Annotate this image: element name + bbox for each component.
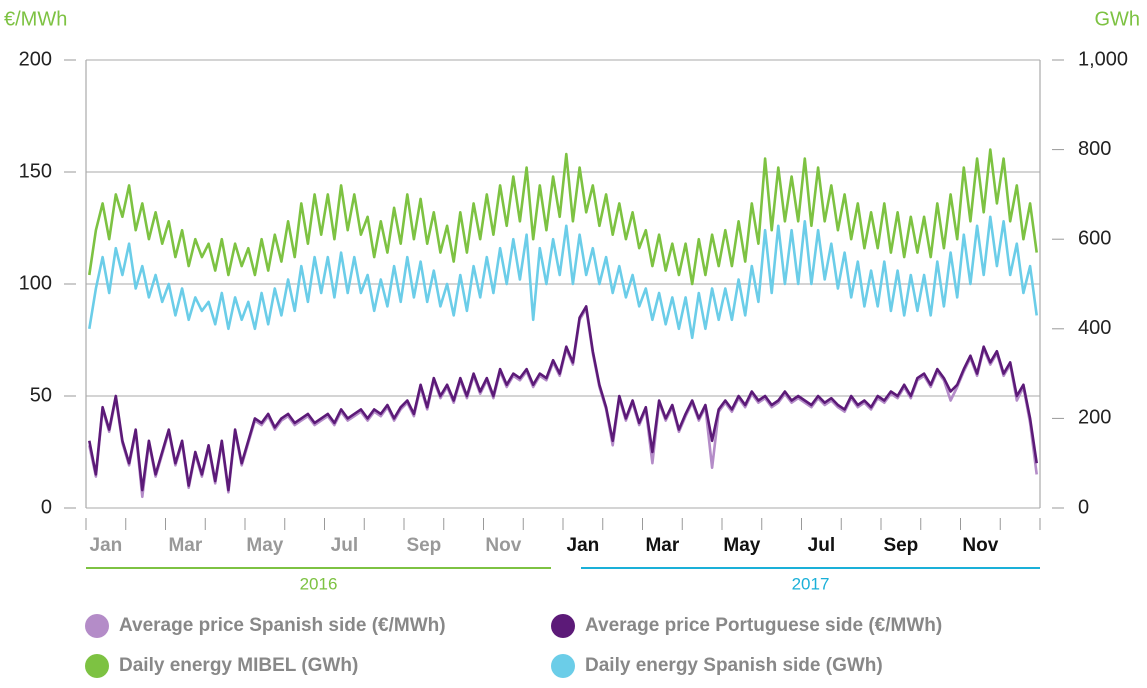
year-label: 2016 — [300, 574, 338, 593]
y2-tick-label: 1,000 — [1078, 48, 1128, 70]
x-tick-label: May — [723, 535, 760, 556]
y-tick-label: 150 — [19, 160, 52, 182]
y2-axis-title: GWh — [1094, 8, 1140, 30]
y-tick-label: 200 — [19, 48, 52, 70]
x-tick-label: Jan — [90, 535, 123, 556]
x-tick-label: Jul — [331, 535, 358, 556]
series-line — [88, 215, 1038, 340]
y2-tick-label: 200 — [1078, 407, 1111, 429]
y-tick-label: 50 — [30, 384, 52, 406]
year-label: 2017 — [792, 574, 830, 593]
legend-label: Daily energy MIBEL (GWh) — [119, 655, 358, 676]
x-tick-label: Sep — [883, 535, 918, 556]
x-tick-label: Nov — [962, 535, 998, 556]
x-tick-label: May — [246, 535, 283, 556]
legend-marker — [85, 614, 109, 638]
x-tick-label: Mar — [645, 535, 679, 556]
y-tick-label: 0 — [41, 496, 52, 518]
y2-tick-label: 600 — [1078, 227, 1111, 249]
legend-label: Average price Spanish side (€/MWh) — [119, 615, 446, 636]
legend-marker — [85, 654, 109, 678]
y2-tick-label: 400 — [1078, 317, 1111, 339]
x-tick-label: Mar — [168, 535, 202, 556]
legend-marker — [551, 654, 575, 678]
y2-tick-label: 800 — [1078, 138, 1111, 160]
x-tick-label: Sep — [406, 535, 441, 556]
y-tick-label: 100 — [19, 272, 52, 294]
x-tick-label: Jul — [808, 535, 835, 556]
legend-label: Daily energy Spanish side (GWh) — [585, 655, 883, 676]
legend-label: Average price Portuguese side (€/MWh) — [585, 615, 942, 636]
x-tick-label: Jan — [567, 535, 600, 556]
x-tick-label: Nov — [485, 535, 521, 556]
y2-tick-label: 0 — [1078, 496, 1089, 518]
series-line — [88, 148, 1038, 286]
series-line — [88, 305, 1038, 492]
legend-marker — [551, 614, 575, 638]
y-axis-title: €/MWh — [4, 8, 67, 30]
